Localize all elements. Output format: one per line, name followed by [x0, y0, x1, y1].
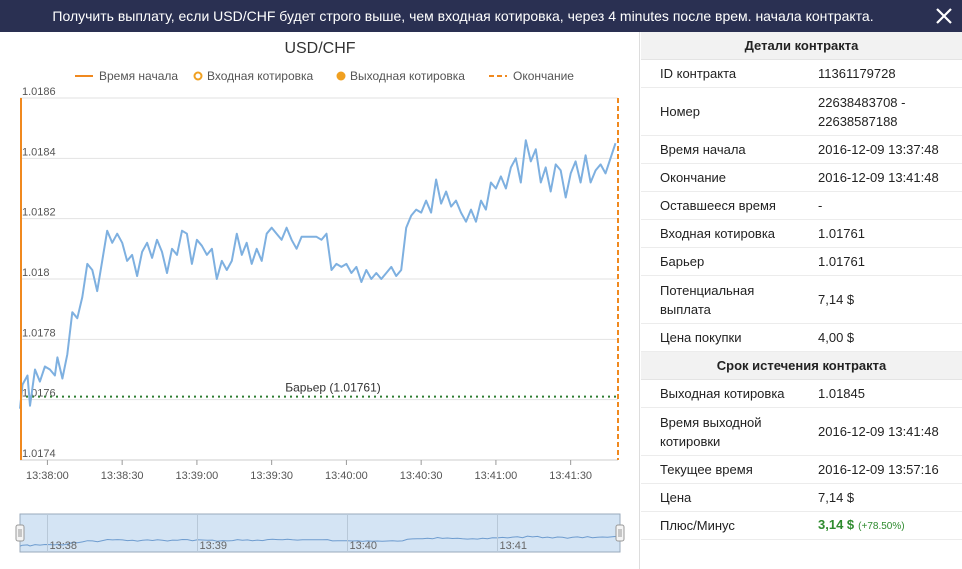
row-value: 11361179728 [818, 66, 896, 81]
x-tick-label: 13:39:30 [250, 470, 293, 482]
row-label: Входная котировка [660, 226, 776, 241]
x-tick-label: 13:40:00 [325, 470, 368, 482]
detail-row: Текущее время 2016-12-09 13:57:16 [641, 456, 962, 484]
legend-entry-marker [193, 71, 203, 81]
navigator-series-line [19, 535, 618, 547]
navigator-tick-label: 13:41 [500, 540, 528, 552]
row-value: 4,00 $ [818, 330, 855, 345]
row-value: 2016-12-09 13:37:48 [818, 142, 939, 157]
profit-percent: (+78.50%) [858, 521, 905, 532]
x-tick-label: 13:38:00 [26, 470, 69, 482]
row-value: 7,14 $ [818, 490, 855, 505]
row-value: 2016-12-09 13:41:48 [818, 424, 939, 439]
detail-row: Выходная котировка 1.01845 [641, 380, 962, 408]
legend-label: Входная котировка [207, 69, 314, 83]
x-axis: 13:38:00 13:38:30 13:39:00 13:39:30 13:40:00… [20, 459, 618, 482]
navigator-window [19, 513, 621, 553]
y-tick-label: 1.018 [22, 267, 50, 279]
row-label: Выходная котировка [660, 386, 785, 401]
row-value: 22638483708 - 22638587188 [818, 94, 906, 129]
profit-value: 3,14 $ [818, 517, 855, 532]
y-tick-label: 1.0178 [22, 327, 56, 339]
barrier-label: Барьер (1.01761) [285, 381, 381, 395]
row-value: - [818, 198, 823, 213]
contract-details-panel: Детали контракта ID контракта 11361179728… [641, 32, 962, 569]
chart-legend: Время начала Входная котировка Выходная ко… [75, 69, 574, 83]
legend-exit-marker [336, 71, 346, 81]
plot-area: Барьер (1.01761) [19, 98, 619, 460]
y-tick-label: 1.0184 [22, 146, 56, 158]
y-tick-label: 1.0174 [22, 448, 56, 460]
row-value: 1.01761 [818, 254, 865, 269]
x-tick-label: 13:39:00 [175, 470, 218, 482]
detail-row: Окончание 2016-12-09 13:41:48 [641, 164, 962, 192]
legend-label: Окончание [513, 69, 574, 83]
row-label: Время выходной котировки [660, 414, 762, 449]
row-label: ID контракта [660, 66, 737, 81]
row-value: 1.01761 [818, 226, 865, 241]
legend-label: Выходная котировка [350, 69, 465, 83]
row-label: Оставшееся время [660, 198, 776, 213]
price-series-line [19, 139, 617, 409]
legend-label: Время начала [99, 69, 178, 83]
detail-row: Потенциальная выплата 7,14 $ [641, 276, 962, 324]
chart-title: USD/CHF [284, 40, 355, 57]
y-axis: 1.0186 1.0184 1.0182 1.018 1.0178 1.0176 1.017… [22, 86, 56, 460]
y-tick-label: 1.0182 [22, 207, 56, 219]
row-label: Потенциальная выплата [660, 282, 755, 317]
row-label: Время начала [660, 142, 746, 157]
contract-details-heading: Детали контракта [641, 32, 962, 60]
price-chart: USD/CHF Время начала Входная котировка Вых… [15, 40, 625, 553]
navigator-right-handle[interactable] [615, 524, 625, 542]
x-tick-label: 13:41:30 [549, 470, 592, 482]
profit-loss-row: Плюс/Минус 3,14 $ (+78.50%) [641, 512, 962, 540]
row-value: 2016-12-09 13:41:48 [818, 170, 939, 185]
row-label: Номер [660, 104, 701, 119]
x-tick-label: 13:41:00 [474, 470, 517, 482]
row-value: 7,14 $ [818, 292, 855, 307]
row-label: Цена [660, 490, 692, 505]
detail-row: Цена покупки 4,00 $ [641, 324, 962, 352]
row-label: Окончание [660, 170, 727, 185]
row-value: 2016-12-09 13:57:16 [818, 462, 939, 477]
contract-header: Получить выплату, если USD/CHF будет стр… [0, 0, 962, 32]
detail-row: Входная котировка 1.01761 [641, 220, 962, 248]
detail-row: Номер 22638483708 - 22638587188 [641, 88, 962, 136]
x-tick-label: 13:40:30 [400, 470, 443, 482]
y-tick-label: 1.0176 [22, 388, 56, 400]
chart-pane: USD/CHF Время начала Входная котировка Вых… [0, 32, 640, 569]
row-label: Цена покупки [660, 330, 742, 345]
contract-title: Получить выплату, если USD/CHF будет стр… [52, 8, 874, 24]
detail-row: Оставшееся время - [641, 192, 962, 220]
y-tick-label: 1.0186 [22, 86, 56, 98]
close-icon[interactable] [932, 4, 956, 28]
navigator-left-handle[interactable] [15, 524, 25, 542]
navigator-tick-label: 13:38 [50, 540, 78, 552]
detail-row: ID контракта 11361179728 [641, 60, 962, 88]
row-value: 1.01845 [818, 386, 865, 401]
row-label: Плюс/Минус [660, 518, 735, 533]
row-label: Текущее время [660, 462, 753, 477]
detail-row: Барьер 1.01761 [641, 248, 962, 276]
navigator-tick-label: 13:39 [200, 540, 228, 552]
row-label: Барьер [660, 254, 705, 269]
x-tick-label: 13:38:30 [101, 470, 144, 482]
detail-row: Время выходной котировки 2016-12-09 13:41… [641, 408, 962, 456]
navigator-tick-label: 13:40 [350, 540, 378, 552]
detail-row: Цена 7,14 $ [641, 484, 962, 512]
contract-expiry-heading: Срок истечения контракта [641, 352, 962, 380]
range-navigator[interactable]: 13:38 13:39 13:40 13:41 [15, 513, 625, 553]
detail-row: Время начала 2016-12-09 13:37:48 [641, 136, 962, 164]
